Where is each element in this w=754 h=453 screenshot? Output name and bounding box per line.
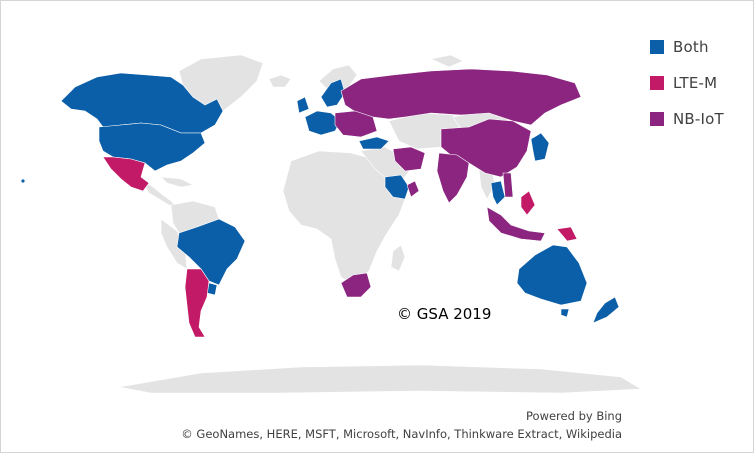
india[interactable]: [436, 152, 470, 204]
new-zealand[interactable]: [592, 296, 620, 324]
powered-by-bing: Powered by Bing: [526, 409, 622, 423]
thailand[interactable]: [490, 180, 506, 206]
legend-item-lte-m[interactable]: LTE-M: [650, 65, 724, 101]
antarctica: [118, 364, 643, 394]
legend-swatch-lte-m: [650, 76, 664, 90]
north-asia-islands: [430, 54, 464, 68]
madagascar: [390, 244, 406, 272]
legend-swatch-nb-iot: [650, 112, 664, 126]
canada-alaska[interactable]: [60, 72, 224, 134]
philippines[interactable]: [520, 190, 536, 216]
oman[interactable]: [406, 180, 420, 198]
south-africa[interactable]: [340, 272, 372, 298]
papua-new-guinea[interactable]: [556, 226, 578, 242]
brazil[interactable]: [176, 218, 246, 286]
mexico[interactable]: [102, 156, 150, 192]
uk-ireland[interactable]: [296, 96, 310, 114]
south-america-west: [160, 218, 188, 270]
russia[interactable]: [340, 68, 582, 126]
layer-nb-iot: [334, 68, 582, 298]
legend-swatch-both: [650, 40, 664, 54]
japan[interactable]: [530, 132, 550, 162]
indonesia[interactable]: [486, 206, 546, 242]
layer-lte-m: [102, 156, 578, 338]
argentina-chile[interactable]: [184, 268, 210, 338]
layer-both: [60, 72, 620, 324]
iran[interactable]: [392, 146, 426, 172]
saudi-arabia[interactable]: [384, 174, 410, 200]
map-data-sources: © GeoNames, HERE, MSFT, Microsoft, NavIn…: [181, 427, 622, 441]
usa[interactable]: [98, 122, 206, 172]
iceland: [268, 74, 292, 88]
legend: Both LTE-M NB-IoT: [650, 29, 724, 137]
legend-item-nb-iot[interactable]: NB-IoT: [650, 101, 724, 137]
legend-label-nb-iot: NB-IoT: [673, 110, 724, 128]
legend-item-both[interactable]: Both: [650, 29, 724, 65]
caribbean: [160, 176, 194, 188]
turkey[interactable]: [358, 136, 390, 150]
eastern-europe[interactable]: [334, 110, 378, 138]
vietnam[interactable]: [502, 172, 514, 198]
hawaii-dot[interactable]: [21, 179, 25, 183]
legend-label-both: Both: [673, 38, 709, 56]
australia[interactable]: [516, 244, 588, 306]
tasmania[interactable]: [560, 308, 570, 318]
legend-label-lte-m: LTE-M: [673, 74, 718, 92]
map-copyright: © GSA 2019: [397, 305, 492, 323]
